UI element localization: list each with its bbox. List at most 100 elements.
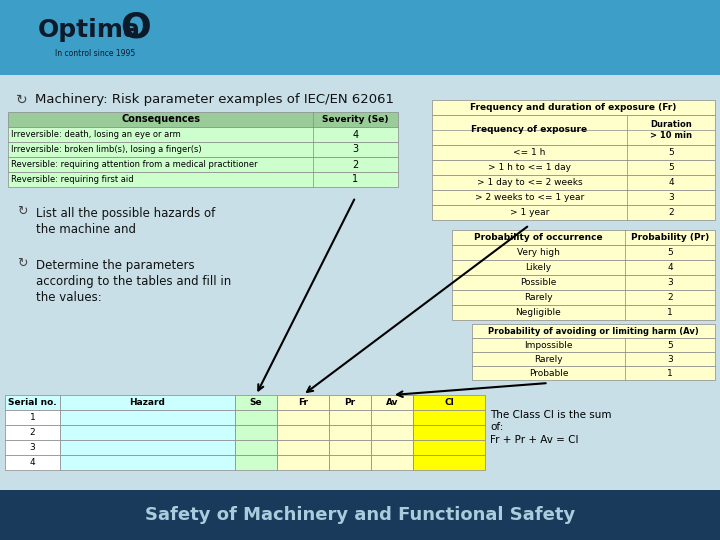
Bar	[413, 410, 485, 425]
Bar	[432, 205, 715, 220]
Bar	[5, 425, 60, 440]
Text: Probability of occurrence: Probability of occurrence	[474, 233, 603, 242]
Text: 3: 3	[668, 193, 674, 202]
Bar	[329, 425, 371, 440]
Bar	[8, 172, 398, 187]
Bar	[452, 260, 715, 275]
Text: Hazard: Hazard	[130, 398, 166, 407]
Bar	[472, 352, 715, 366]
Bar	[432, 190, 715, 205]
Bar	[329, 410, 371, 425]
Text: > 1 h to <= 1 day: > 1 h to <= 1 day	[488, 163, 571, 172]
Text: 5: 5	[667, 341, 673, 349]
Text: > 2 weeks to <= 1 year: > 2 weeks to <= 1 year	[475, 193, 584, 202]
Bar	[452, 245, 715, 260]
Text: Safety of Machinery and Functional Safety: Safety of Machinery and Functional Safet…	[145, 506, 575, 524]
Text: Reversible: requiring first aid: Reversible: requiring first aid	[11, 175, 134, 184]
Bar	[0, 0, 720, 75]
Bar	[432, 145, 715, 160]
Text: 4: 4	[352, 130, 359, 139]
Text: <= 1 h: <= 1 h	[513, 148, 546, 157]
Bar	[277, 455, 329, 470]
Text: Probability of avoiding or limiting harm (Av): Probability of avoiding or limiting harm…	[488, 327, 699, 335]
Text: Rarely: Rarely	[524, 293, 553, 302]
Bar	[0, 75, 720, 490]
Bar	[472, 324, 715, 338]
Text: Severity (Se): Severity (Se)	[323, 115, 389, 124]
Bar	[235, 425, 277, 440]
Text: Av: Av	[386, 398, 398, 407]
Bar	[371, 425, 413, 440]
Bar	[413, 440, 485, 455]
Bar	[60, 425, 235, 440]
Text: 1: 1	[667, 368, 673, 377]
Text: Impossible: Impossible	[524, 341, 572, 349]
Bar	[60, 440, 235, 455]
Bar	[329, 440, 371, 455]
Text: Very high: Very high	[517, 248, 560, 257]
Bar	[5, 410, 60, 425]
Text: Irreversible: broken limb(s), losing a finger(s): Irreversible: broken limb(s), losing a f…	[11, 145, 202, 154]
Bar	[371, 440, 413, 455]
Text: 3: 3	[667, 278, 673, 287]
Bar	[277, 395, 329, 410]
Text: ↻: ↻	[16, 93, 28, 107]
Bar	[452, 290, 715, 305]
Text: Irreversible: death, losing an eye or arm: Irreversible: death, losing an eye or ar…	[11, 130, 181, 139]
Text: Possible: Possible	[521, 278, 557, 287]
Text: The Class CI is the sum
of:
Fr + Pr + Av = CI: The Class CI is the sum of: Fr + Pr + Av…	[490, 410, 611, 445]
Text: Rarely: Rarely	[534, 354, 563, 363]
Bar	[371, 410, 413, 425]
Bar	[5, 455, 60, 470]
Bar	[432, 100, 715, 115]
Text: 3: 3	[667, 354, 673, 363]
Bar	[277, 425, 329, 440]
Text: Probability (Pr): Probability (Pr)	[631, 233, 709, 242]
Text: 2: 2	[30, 428, 35, 437]
Bar	[432, 160, 715, 175]
Text: Se: Se	[250, 398, 262, 407]
Text: 4: 4	[668, 178, 674, 187]
Bar	[432, 175, 715, 190]
Bar	[5, 395, 60, 410]
Text: Duration
> 10 min: Duration > 10 min	[650, 120, 692, 140]
Text: 2: 2	[668, 208, 674, 217]
Bar	[235, 455, 277, 470]
Bar	[235, 440, 277, 455]
Text: Likely: Likely	[526, 263, 552, 272]
Text: O: O	[120, 11, 150, 45]
Bar	[329, 455, 371, 470]
Bar	[413, 395, 485, 410]
Text: Machinery: Risk parameter examples of IEC/EN 62061: Machinery: Risk parameter examples of IE…	[35, 93, 394, 106]
Text: Cl: Cl	[444, 398, 454, 407]
Text: Probable: Probable	[528, 368, 568, 377]
Text: > 1 year: > 1 year	[510, 208, 549, 217]
Text: 4: 4	[30, 458, 35, 467]
Bar	[60, 455, 235, 470]
Bar	[60, 395, 235, 410]
Text: 1: 1	[30, 413, 35, 422]
Bar	[60, 410, 235, 425]
Bar	[235, 395, 277, 410]
Bar	[472, 366, 715, 380]
Bar	[371, 455, 413, 470]
Text: 1: 1	[352, 174, 359, 185]
Text: > 1 day to <= 2 weeks: > 1 day to <= 2 weeks	[477, 178, 582, 187]
Text: Reversible: requiring attention from a medical practitioner: Reversible: requiring attention from a m…	[11, 160, 258, 169]
Text: 5: 5	[667, 248, 673, 257]
Text: 5: 5	[668, 148, 674, 157]
Bar	[452, 230, 715, 245]
Bar	[452, 305, 715, 320]
Text: 2: 2	[667, 293, 672, 302]
Bar	[329, 395, 371, 410]
Bar	[472, 338, 715, 352]
Text: Pr: Pr	[344, 398, 356, 407]
Text: ↻: ↻	[17, 257, 27, 270]
Bar	[5, 440, 60, 455]
Text: Consequences: Consequences	[121, 114, 200, 125]
Bar	[0, 490, 720, 540]
Text: Frequency of exposure: Frequency of exposure	[472, 125, 588, 134]
Text: Negligible: Negligible	[516, 308, 562, 317]
Bar	[8, 127, 398, 142]
Text: Serial no.: Serial no.	[8, 398, 57, 407]
